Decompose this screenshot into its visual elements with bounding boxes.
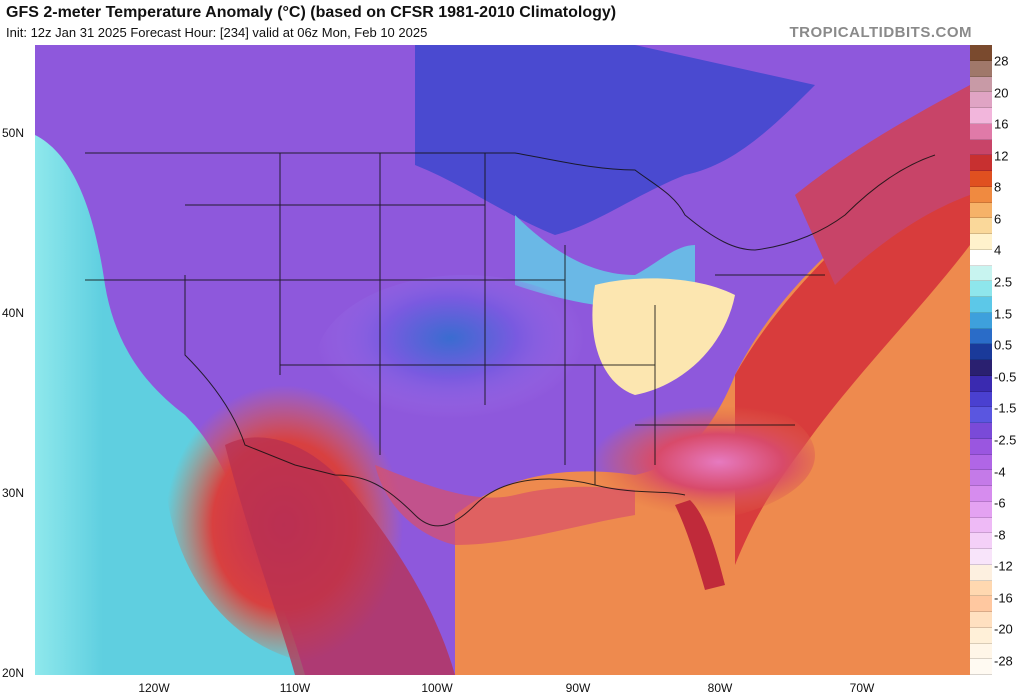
colorbar-swatch xyxy=(970,360,992,376)
colorbar-swatch xyxy=(970,234,992,250)
colorbar-swatch xyxy=(970,123,992,140)
colorbar-swatch xyxy=(970,344,992,360)
colorbar-swatch xyxy=(970,501,992,518)
colorbar-swatch xyxy=(970,470,992,486)
colorbar-label: 12 xyxy=(994,148,1009,164)
colorbar-label: 1.5 xyxy=(994,306,1013,322)
colorbar-swatch xyxy=(970,407,992,423)
colorbar-label: -12 xyxy=(994,558,1013,574)
colorbar-label: 16 xyxy=(994,116,1009,132)
great-lakes-cold xyxy=(415,45,815,235)
colorbar-label: 6 xyxy=(994,211,1002,227)
colorbar-swatch xyxy=(970,108,992,124)
lon-label-90w: 90W xyxy=(565,681,591,695)
colorbar-label: -4 xyxy=(994,464,1006,480)
colorbar-swatch xyxy=(970,486,992,502)
colorbar-swatch xyxy=(970,596,992,612)
colorbar-swatch xyxy=(970,533,992,549)
lon-label-70w: 70W xyxy=(849,681,875,695)
colorbar-label: -8 xyxy=(994,527,1006,543)
colorbar-swatch xyxy=(970,265,992,282)
colorbar-swatch xyxy=(970,249,992,266)
colorbar-label: -16 xyxy=(994,590,1013,606)
colorbar-label: 2.5 xyxy=(994,274,1013,290)
us-canada-border xyxy=(85,152,936,251)
colorbar-label: 4 xyxy=(994,242,1002,258)
lat-label-40n: 40N xyxy=(2,306,25,320)
colorbar-swatch xyxy=(970,564,992,581)
colorbar-swatch xyxy=(970,297,992,313)
colorbar-swatch xyxy=(970,171,992,187)
colorbar-swatch xyxy=(970,627,992,644)
colorbar-swatch xyxy=(970,328,992,345)
colorbar-swatch xyxy=(970,438,992,455)
mexico-warm xyxy=(225,437,455,675)
colorbar-label: 20 xyxy=(994,85,1009,101)
colorbar-label: 8 xyxy=(994,179,1002,195)
colorbar-swatch xyxy=(970,202,992,219)
colorbar-swatch xyxy=(970,312,992,329)
colorbar-swatch xyxy=(970,139,992,156)
colorbar-label: -20 xyxy=(994,621,1013,637)
gulf-coast-warm xyxy=(375,465,635,545)
lat-label-30n: 30N xyxy=(2,486,25,500)
florida-warm xyxy=(675,500,725,590)
boundary-lines xyxy=(85,152,936,527)
chart-subtitle: Init: 12z Jan 31 2025 Forecast Hour: [23… xyxy=(6,25,428,40)
colorbar-label: -6 xyxy=(994,495,1006,511)
lon-label-110w: 110W xyxy=(279,681,311,695)
colorbar-swatch xyxy=(970,580,992,597)
colorbar-swatch xyxy=(970,76,992,93)
colorbar-swatch xyxy=(970,454,992,471)
colorbar-swatch xyxy=(970,423,992,439)
colorbar-swatch xyxy=(970,517,992,534)
colorbar-swatch xyxy=(970,218,992,234)
colorbar-swatch xyxy=(970,186,992,203)
lon-label-100w: 100W xyxy=(421,681,453,695)
colorbar-label: 28 xyxy=(994,53,1009,69)
colorbar-swatch xyxy=(970,549,992,565)
anomaly-map xyxy=(35,45,970,675)
colorbar-swatch xyxy=(970,281,992,297)
chart-title: GFS 2-meter Temperature Anomaly (°C) (ba… xyxy=(6,4,617,21)
lon-label-80w: 80W xyxy=(707,681,733,695)
colorbar-swatch xyxy=(970,60,992,77)
lat-label-20n: 20N xyxy=(2,666,25,680)
colorbar-label: 0.5 xyxy=(994,337,1013,353)
colorbar-swatch xyxy=(970,391,992,408)
us-mexico-gulf-border xyxy=(184,275,686,527)
colorbar-swatch xyxy=(970,92,992,108)
colorbar-swatch xyxy=(970,45,992,61)
lat-label-50n: 50N xyxy=(2,126,25,140)
colorbar-label: -2.5 xyxy=(994,432,1017,448)
colorbar-swatch xyxy=(970,643,992,660)
colorbar-swatch xyxy=(970,155,992,171)
colorbar-swatch xyxy=(970,375,992,392)
colorbar-label: -28 xyxy=(994,653,1013,669)
colorbar xyxy=(970,45,992,675)
brand-watermark: TROPICALTIDBITS.COM xyxy=(789,24,972,41)
northeast-warm xyxy=(795,85,970,285)
colorbar-swatch xyxy=(970,659,992,675)
colorbar-swatch xyxy=(970,612,992,628)
colorbar-label: -0.5 xyxy=(994,369,1017,385)
map-svg xyxy=(35,45,970,675)
ohio-valley-neutral xyxy=(592,278,735,395)
colorbar-label: -1.5 xyxy=(994,400,1017,416)
lon-label-120w: 120W xyxy=(138,681,170,695)
